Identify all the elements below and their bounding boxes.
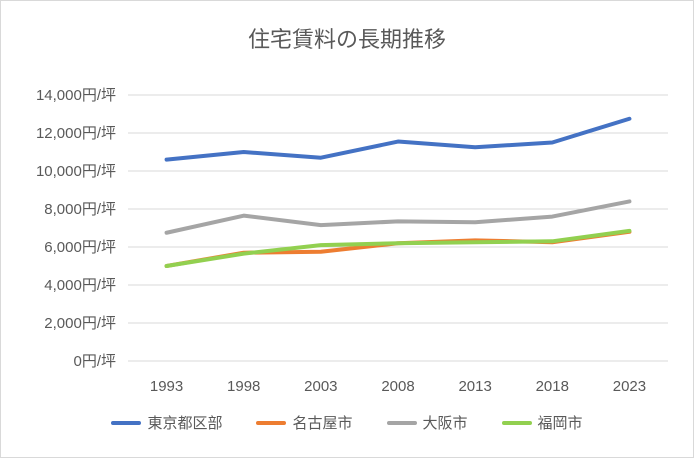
data-point bbox=[166, 232, 168, 234]
data-point bbox=[320, 244, 322, 246]
legend-swatch bbox=[501, 420, 532, 425]
data-point bbox=[320, 251, 322, 253]
legend-item: 名古屋市 bbox=[256, 412, 353, 433]
data-point bbox=[320, 157, 322, 159]
data-point bbox=[243, 151, 245, 153]
x-tick-label: 2013 bbox=[458, 378, 491, 395]
data-point bbox=[397, 242, 399, 244]
data-point bbox=[628, 118, 630, 120]
data-point bbox=[474, 221, 476, 223]
legend-item: 福岡市 bbox=[501, 412, 583, 433]
legend-swatch bbox=[386, 420, 417, 425]
x-tick-label: 2018 bbox=[536, 378, 569, 395]
chart-title: 住宅賃料の長期推移 bbox=[247, 28, 446, 53]
data-point bbox=[166, 265, 168, 267]
data-point bbox=[320, 224, 322, 226]
x-tick-label: 1998 bbox=[227, 378, 260, 395]
data-point bbox=[397, 141, 399, 143]
y-tick-label: 12,000円/坪 bbox=[36, 125, 116, 142]
data-point bbox=[474, 241, 476, 243]
data-point bbox=[551, 240, 553, 242]
y-tick-label: 6,000円/坪 bbox=[44, 239, 116, 256]
data-point bbox=[628, 230, 630, 232]
series-line-3 bbox=[164, 228, 632, 268]
legend-label: 名古屋市 bbox=[292, 414, 353, 432]
x-tick-label: 1993 bbox=[150, 378, 183, 395]
y-tick-label: 10,000円/坪 bbox=[36, 163, 116, 180]
data-point bbox=[551, 216, 553, 218]
y-tick-label: 8,000円/坪 bbox=[44, 201, 116, 218]
data-point bbox=[628, 200, 630, 202]
data-point bbox=[243, 253, 245, 255]
legend-label: 東京都区部 bbox=[147, 414, 223, 432]
legend-item: 大阪市 bbox=[386, 412, 468, 433]
legend-label: 大阪市 bbox=[422, 414, 468, 432]
y-tick-label: 14,000円/坪 bbox=[36, 87, 116, 104]
data-point bbox=[474, 146, 476, 148]
y-tick-label: 2,000円/坪 bbox=[44, 315, 116, 332]
y-tick-label: 4,000円/坪 bbox=[44, 277, 116, 294]
x-tick-label: 2008 bbox=[381, 378, 414, 395]
data-point bbox=[166, 159, 168, 161]
legend-swatch bbox=[256, 420, 287, 425]
legend-item: 東京都区部 bbox=[111, 412, 222, 433]
y-tick-label: 0円/坪 bbox=[73, 353, 116, 370]
legend: 東京都区部 名古屋市 大阪市 福岡市 bbox=[0, 412, 694, 433]
series-line-1 bbox=[164, 229, 632, 268]
series-line-2 bbox=[164, 199, 632, 235]
legend-label: 福岡市 bbox=[537, 414, 583, 432]
series-line-0 bbox=[164, 116, 632, 162]
x-tick-label: 2003 bbox=[304, 378, 337, 395]
data-point bbox=[551, 142, 553, 143]
data-point bbox=[243, 215, 245, 217]
data-point bbox=[397, 220, 399, 222]
x-tick-label: 2023 bbox=[613, 378, 646, 395]
legend-swatch bbox=[111, 420, 142, 425]
